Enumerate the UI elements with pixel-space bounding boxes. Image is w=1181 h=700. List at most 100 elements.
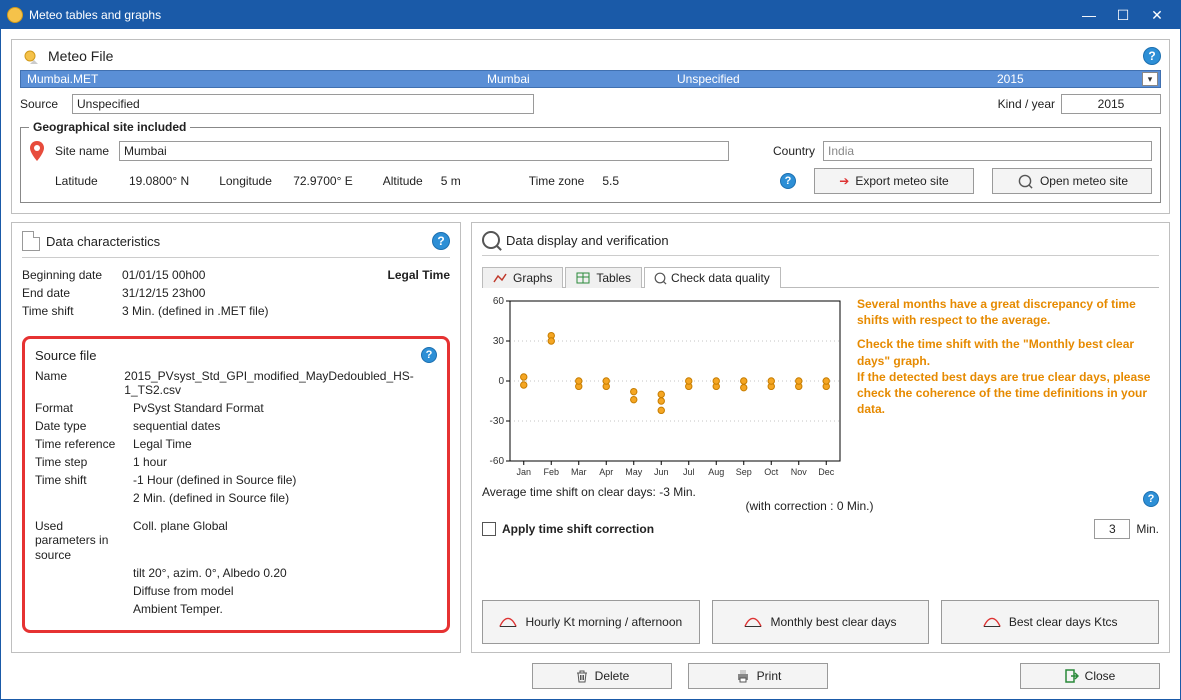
avg-correction-text: (with correction : 0 Min.) xyxy=(482,499,1137,513)
timeshift-label: Time shift xyxy=(22,304,112,318)
beginning-date-value: 01/01/15 00h00 xyxy=(122,268,205,282)
sf-used4: Ambient Temper. xyxy=(133,602,223,616)
printer-icon xyxy=(735,668,751,684)
warning-line-3: If the detected best days are true clear… xyxy=(857,369,1159,418)
meteo-file-heading: Meteo File xyxy=(48,48,113,64)
sourcefile-help-icon[interactable]: ? xyxy=(421,347,437,363)
source-file-heading: Source file xyxy=(35,348,421,363)
hourly-kt-button[interactable]: Hourly Kt morning / afternoon xyxy=(482,600,700,644)
document-icon xyxy=(22,231,40,251)
warning-line-2: Check the time shift with the "Monthly b… xyxy=(857,336,1159,368)
sf-used3: Diffuse from model xyxy=(133,584,233,598)
apply-correction-label: Apply time shift correction xyxy=(502,522,654,536)
datachar-help-icon[interactable]: ? xyxy=(432,232,450,250)
selector-filename: Mumbai.MET xyxy=(27,72,487,86)
altitude-label: Altitude xyxy=(383,174,423,188)
geo-help-icon[interactable]: ? xyxy=(780,173,796,189)
sf-timestep: 1 hour xyxy=(133,455,167,469)
data-display-heading: Data display and verification xyxy=(506,233,1159,248)
svg-text:Jan: Jan xyxy=(516,467,531,477)
curve-icon xyxy=(983,616,1001,628)
timeshift-chart: -60-3003060JanFebMarAprMayJunJulAugSepOc… xyxy=(482,296,847,481)
svg-text:Dec: Dec xyxy=(818,467,835,477)
svg-text:Mar: Mar xyxy=(571,467,587,477)
magnify-icon xyxy=(482,231,500,249)
end-date-value: 31/12/15 23h00 xyxy=(122,286,205,300)
svg-text:Oct: Oct xyxy=(764,467,779,477)
sun-icon xyxy=(20,46,40,66)
warning-line-1: Several months have a great discrepancy … xyxy=(857,296,1159,328)
avg-timeshift-text: Average time shift on clear days: -3 Min… xyxy=(482,485,696,499)
sf-datetype: sequential dates xyxy=(133,419,220,433)
source-label: Source xyxy=(20,97,66,111)
svg-text:May: May xyxy=(625,467,643,477)
kind-year-label: Kind / year xyxy=(998,97,1055,111)
monthly-best-clear-button[interactable]: Monthly best clear days xyxy=(712,600,930,644)
svg-text:Nov: Nov xyxy=(791,467,808,477)
sf-timeshift1: -1 Hour (defined in Source file) xyxy=(133,473,296,487)
search-icon xyxy=(655,273,666,284)
maximize-button[interactable]: ☐ xyxy=(1106,1,1140,29)
longitude-label: Longitude xyxy=(219,174,275,188)
tab-tables[interactable]: Tables xyxy=(565,267,642,288)
timezone-value: 5.5 xyxy=(602,174,619,188)
svg-text:60: 60 xyxy=(493,296,505,307)
sf-format: PvSyst Standard Format xyxy=(133,401,264,415)
chevron-down-icon[interactable]: ▾ xyxy=(1142,72,1158,86)
table-icon xyxy=(576,272,590,284)
svg-text:0: 0 xyxy=(498,376,504,387)
timeshift-value: 3 Min. (defined in .MET file) xyxy=(122,304,269,318)
svg-text:-30: -30 xyxy=(490,416,505,427)
graph-icon xyxy=(493,272,507,284)
selector-year: 2015 xyxy=(997,72,1024,86)
svg-text:Sep: Sep xyxy=(736,467,752,477)
svg-text:Aug: Aug xyxy=(708,467,724,477)
sf-used1: Coll. plane Global xyxy=(133,519,228,562)
data-characteristics-heading: Data characteristics xyxy=(46,234,432,249)
correction-value-input[interactable]: 3 xyxy=(1094,519,1130,539)
correction-unit: Min. xyxy=(1136,522,1159,536)
country-input[interactable]: India xyxy=(823,141,1152,161)
svg-text:Feb: Feb xyxy=(543,467,559,477)
sf-used2: tilt 20°, azim. 0°, Albedo 0.20 xyxy=(133,566,287,580)
tab-check-quality[interactable]: Check data quality xyxy=(644,267,781,288)
minimize-button[interactable]: — xyxy=(1072,1,1106,29)
tab-graphs[interactable]: Graphs xyxy=(482,267,563,288)
beginning-date-label: Beginning date xyxy=(22,268,112,282)
source-file-highlight: Source file ? Name2015_PVsyst_Std_GPI_mo… xyxy=(22,336,450,633)
end-date-label: End date xyxy=(22,286,112,300)
map-pin-icon xyxy=(29,140,47,162)
apply-correction-checkbox[interactable] xyxy=(482,522,496,536)
exit-icon xyxy=(1065,669,1079,683)
latitude-value: 19.0800° N xyxy=(129,174,189,188)
search-icon xyxy=(1019,175,1032,188)
print-button[interactable]: Print xyxy=(688,663,828,689)
altitude-value: 5 m xyxy=(441,174,461,188)
sf-name: 2015_PVsyst_Std_GPI_modified_MayDedouble… xyxy=(124,369,437,397)
selector-location: Mumbai xyxy=(487,72,677,86)
kind-year-input[interactable]: 2015 xyxy=(1061,94,1161,114)
geo-legend: Geographical site included xyxy=(29,120,190,134)
avg-help-icon[interactable]: ? xyxy=(1143,491,1159,507)
close-window-button[interactable]: ✕ xyxy=(1140,1,1174,29)
svg-text:-60: -60 xyxy=(490,456,505,467)
trash-icon xyxy=(575,669,589,683)
best-clear-ktcs-button[interactable]: Best clear days Ktcs xyxy=(941,600,1159,644)
delete-button[interactable]: Delete xyxy=(532,663,672,689)
window-title: Meteo tables and graphs xyxy=(29,8,1072,22)
longitude-value: 72.9700° E xyxy=(293,174,353,188)
site-name-label: Site name xyxy=(55,144,111,158)
svg-text:Apr: Apr xyxy=(599,467,613,477)
curve-icon xyxy=(499,616,517,628)
legal-time-badge: Legal Time xyxy=(215,268,450,282)
site-name-input[interactable]: Mumbai xyxy=(119,141,729,161)
source-input[interactable]: Unspecified xyxy=(72,94,534,114)
svg-text:Jul: Jul xyxy=(683,467,695,477)
export-meteo-button[interactable]: ➔ Export meteo site xyxy=(814,168,974,194)
meteo-file-selector[interactable]: Mumbai.MET Mumbai Unspecified 2015 ▾ xyxy=(20,70,1161,88)
selector-status: Unspecified xyxy=(677,72,997,86)
help-icon[interactable]: ? xyxy=(1143,47,1161,65)
svg-text:Jun: Jun xyxy=(654,467,669,477)
close-button[interactable]: Close xyxy=(1020,663,1160,689)
open-meteo-button[interactable]: Open meteo site xyxy=(992,168,1152,194)
